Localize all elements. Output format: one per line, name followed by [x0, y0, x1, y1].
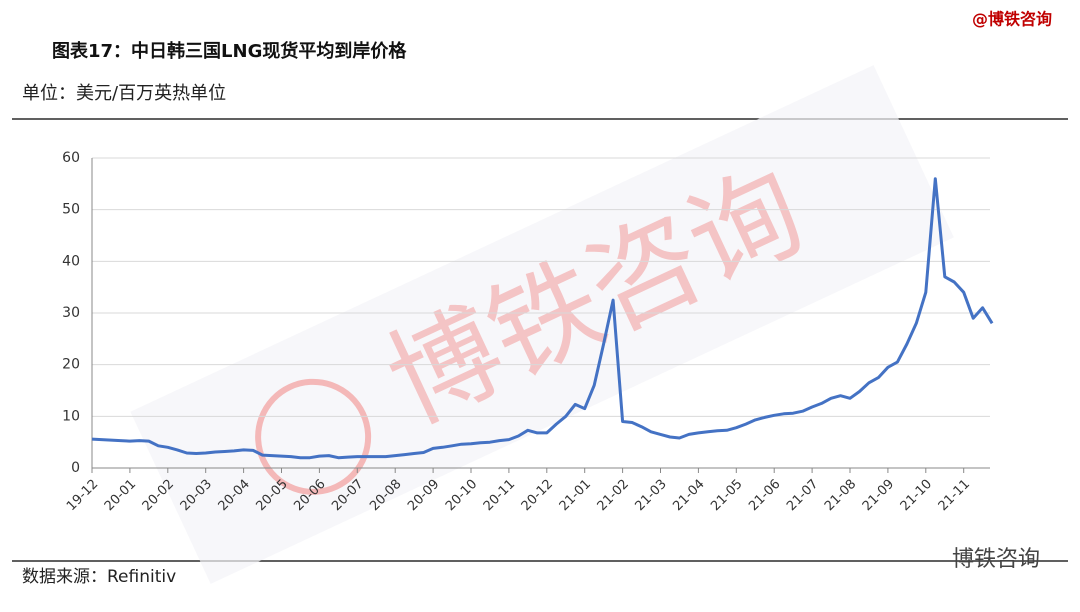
y-tick-label: 20	[62, 357, 80, 373]
x-tick-label: 20-10	[443, 477, 480, 514]
y-tick-label: 40	[62, 253, 80, 269]
chart-title: 图表17：中日韩三国LNG现货平均到岸价格	[52, 40, 407, 62]
x-tick-label: 20-01	[102, 477, 139, 514]
chart-subtitle: 单位：美元/百万英热单位	[22, 83, 226, 104]
y-tick-label: 0	[71, 460, 80, 476]
x-tick-label: 21-01	[557, 477, 594, 514]
x-tick-label: 21-09	[860, 477, 897, 514]
x-tick-label: 21-03	[632, 477, 669, 514]
brand: @博铁咨询	[972, 10, 1052, 29]
source: 数据来源：Refinitiv	[22, 567, 176, 587]
x-tick-label: 21-11	[936, 477, 973, 514]
line-series	[91, 177, 994, 460]
y-tick-label: 30	[62, 305, 80, 321]
x-tick-label: 20-11	[481, 477, 518, 514]
x-tick-label: 21-07	[784, 477, 821, 514]
watermark-logo	[255, 378, 372, 495]
y-tick-label: 60	[62, 150, 80, 166]
watermark-band	[130, 65, 954, 584]
x-tick-label: 20-12	[519, 477, 556, 514]
x-tick-label: 19-12	[64, 477, 101, 514]
x-tick-label: 21-06	[746, 477, 783, 514]
x-tick-label: 21-02	[595, 477, 632, 514]
y-tick-label: 10	[62, 408, 80, 424]
x-tick-label: 21-08	[822, 477, 859, 514]
y-tick-label: 50	[62, 202, 80, 218]
x-tick-label: 21-04	[670, 477, 707, 514]
footer-brand: 博铁咨询	[952, 547, 1040, 572]
x-tick-label: 21-10	[898, 477, 935, 514]
x-tick-label: 21-05	[708, 477, 745, 514]
